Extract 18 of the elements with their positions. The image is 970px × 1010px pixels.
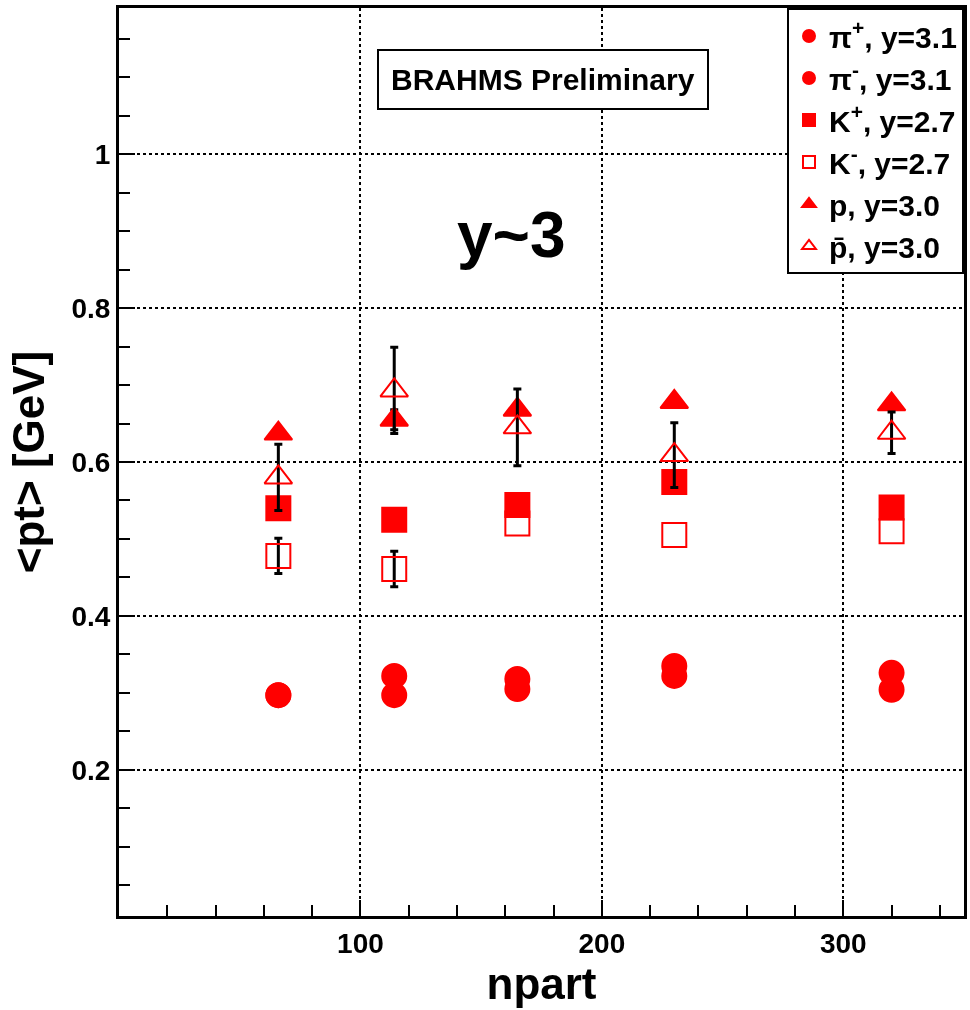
legend-label: p̄, y=3.0 — [829, 230, 940, 264]
y-tick-label: 0.6 — [71, 446, 111, 478]
y-tick-label: 0.4 — [71, 600, 111, 632]
y-tick-label: 0.2 — [71, 754, 111, 786]
y-tick-label: 0.8 — [71, 292, 111, 324]
legend-label: K$^{+}$, y=2.7 — [829, 100, 956, 138]
y-tick-label: 1 — [94, 139, 111, 170]
x-axis-title: npart — [486, 958, 597, 1008]
y-axis-title: <pt> [GeV] — [3, 350, 53, 574]
x-tick-label: 200 — [578, 927, 626, 959]
legend-label: K$^{-}$, y=2.7 — [829, 142, 951, 180]
legend-label: p, y=3.0 — [829, 188, 940, 222]
legend-label: π$^{-}$, y=3.1 — [829, 58, 952, 96]
legend-label: π$^{+}$, y=3.1 — [829, 16, 957, 54]
x-tick-label: 300 — [819, 927, 867, 959]
x-tick-label: 100 — [337, 927, 384, 959]
annotation: BRAHMS Preliminary — [391, 63, 695, 96]
annotation: y~3 — [457, 199, 566, 271]
